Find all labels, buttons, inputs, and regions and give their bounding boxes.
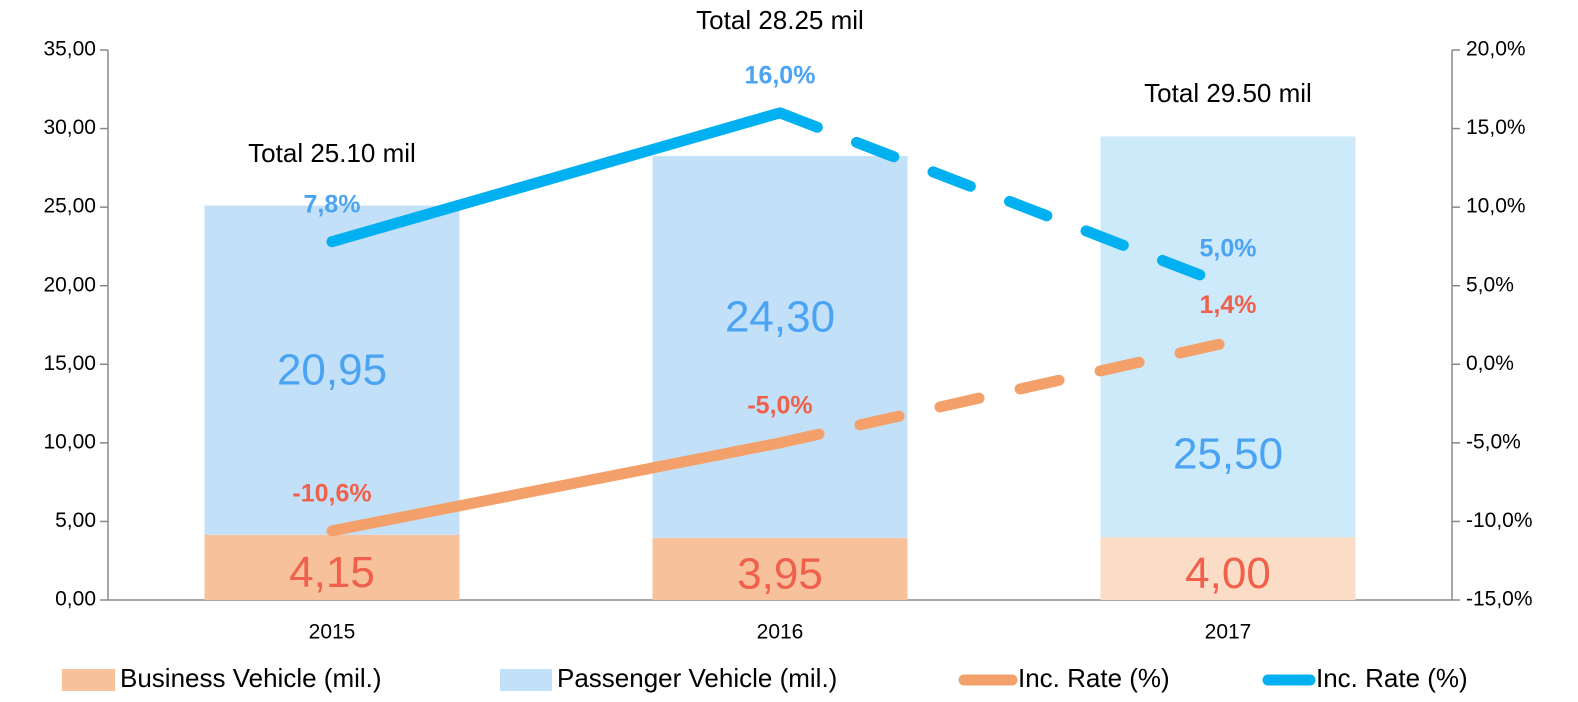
bar [1100,136,1356,538]
legend-label: Inc. Rate (%) [1018,663,1170,693]
bar-value-label: 20,95 [277,346,387,395]
y-tick-label: 30,00 [43,116,96,139]
y-tick-label: 5,00 [55,509,96,532]
x-tick-label: 2015 [309,621,356,644]
line-series [774,336,1234,449]
bar-value-label: 24,30 [725,293,835,342]
legend-label: Inc. Rate (%) [1316,663,1468,693]
y-tick-label: 10,00 [43,430,96,453]
y2-tick-label: 0,0% [1466,352,1514,375]
y2-tick-label: 15,0% [1466,116,1526,139]
legend-swatch [500,669,552,691]
legend-label: Passenger Vehicle (mil.) [557,663,837,693]
y2-tick-label: -5,0% [1466,430,1521,453]
y2-tick-label: 5,0% [1466,273,1514,296]
line-series [774,107,1234,292]
y2-tick-label: 10,0% [1466,195,1526,218]
bar [204,534,460,600]
y-tick-label: 20,00 [43,273,96,296]
annotation: Total 25.10 mil [248,138,416,168]
legend-label: Business Vehicle (mil.) [120,663,382,693]
y2-tick-label: -10,0% [1466,509,1533,532]
line-value-label: 1,4% [1200,291,1257,319]
line-series [326,107,786,248]
bar-value-label: 25,50 [1173,430,1283,479]
bar [652,156,908,538]
legend-swatch [62,669,115,691]
bar-value-label: 3,95 [737,550,823,599]
y2-tick-label: -15,0% [1466,588,1533,611]
bar [652,537,908,600]
y-tick-label: 25,00 [43,195,96,218]
x-tick-label: 2017 [1205,621,1252,644]
bar [204,205,460,535]
line-value-label: 16,0% [745,61,816,89]
y-tick-label: 15,00 [43,352,96,375]
annotation: Total 29.50 mil [1144,78,1312,108]
line-value-label: 5,0% [1200,234,1257,262]
line-value-label: -10,6% [292,479,371,507]
line-value-label: -5,0% [747,391,812,419]
bar [1100,537,1356,600]
y-tick-label: 35,00 [43,38,96,61]
y-tick-label: 0,00 [55,588,96,611]
line-value-label: 7,8% [304,190,361,218]
line-series [326,437,786,537]
annotation: Total 28.25 mil [696,5,864,35]
bar-value-label: 4,15 [289,548,375,597]
y2-tick-label: 20,0% [1466,38,1526,61]
bar-value-label: 4,00 [1185,549,1271,598]
x-tick-label: 2016 [757,621,804,644]
